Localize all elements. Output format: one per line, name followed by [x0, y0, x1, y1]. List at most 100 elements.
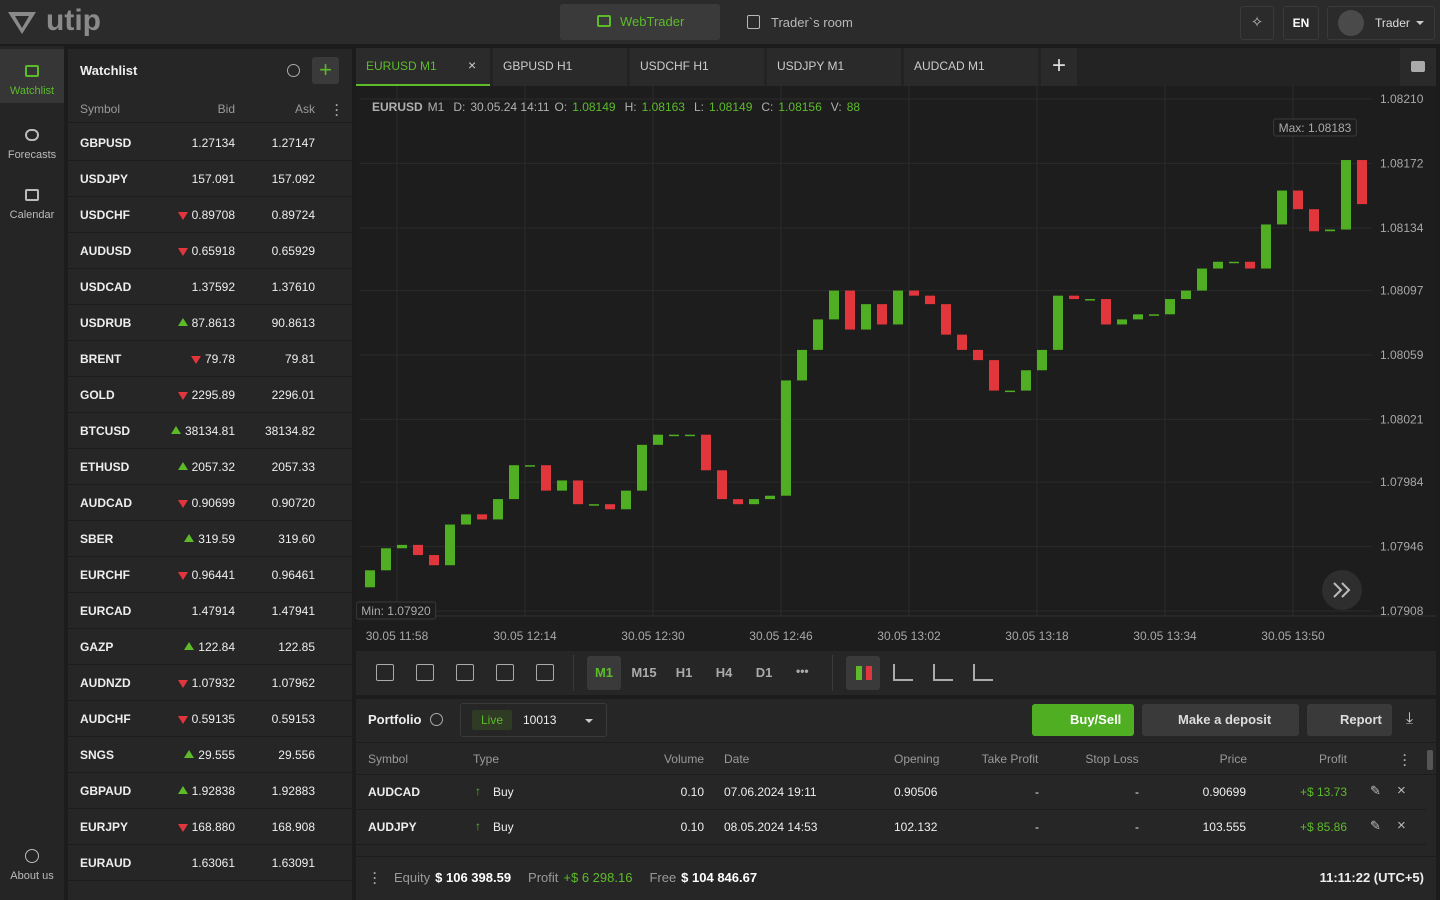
info-o: 1.08149 [572, 100, 616, 114]
sidebar-item[interactable]: Calendar [9, 209, 55, 221]
candle-body [669, 434, 679, 437]
watchlist-row[interactable]: GBPUSD 1.27134 1.27147 [68, 125, 352, 161]
watchlist-row[interactable]: EURCAD 1.47914 1.47941 [68, 593, 352, 629]
trend-arrow [178, 824, 188, 832]
chart-type-icon [866, 666, 872, 680]
edit-button[interactable]: ✎ [1370, 818, 1381, 833]
timeframe[interactable]: D1 [755, 665, 773, 680]
sidebar-item[interactable]: About us [10, 870, 54, 882]
max-label: Max: 1.08183 [1279, 121, 1352, 135]
edit-button[interactable]: ✎ [1370, 783, 1381, 798]
tool-icon[interactable] [456, 664, 474, 681]
bid: 2057.32 [191, 460, 235, 474]
ask: 168.908 [271, 820, 315, 834]
collapse-button[interactable]: ⤓ [1406, 710, 1414, 727]
watchlist-row[interactable]: BRENT 79.78 79.81 [68, 341, 352, 377]
info-v: 88 [846, 100, 861, 114]
chart-tab[interactable]: AUDCAD M1 [904, 48, 1038, 86]
cell: Buy [493, 820, 514, 834]
candle-body [637, 444, 647, 491]
symbol: EURCHF [80, 568, 130, 582]
bid: 0.96441 [191, 568, 235, 582]
chart-tab[interactable]: USDJPY M1 [767, 48, 901, 86]
tool-icon[interactable] [496, 664, 514, 681]
watchlist-row[interactable]: USDRUB 87.8613 90.8613 [68, 305, 352, 341]
account-select[interactable] [460, 703, 607, 737]
timeframe[interactable]: M1 [587, 656, 621, 690]
tab-close[interactable]: × [468, 57, 477, 73]
chart-type-icon[interactable] [933, 664, 953, 681]
watchlist-row[interactable]: AUDNZD 1.07932 1.07962 [68, 665, 352, 701]
add-symbol-button[interactable]: + [312, 57, 339, 84]
menu-dots[interactable]: ... [373, 863, 377, 887]
timeframe[interactable]: H4 [715, 665, 733, 680]
account-type: Live [472, 710, 513, 730]
watchlist-row[interactable]: BTCUSD 38134.81 38134.82 [68, 413, 352, 449]
candle-body [381, 548, 391, 571]
sidebar-item[interactable]: Watchlist [9, 85, 55, 97]
table-header [356, 742, 1436, 775]
watchlist-row[interactable]: USDCAD 1.37592 1.37610 [68, 269, 352, 305]
watchlist-row[interactable]: EURJPY 168.880 168.908 [68, 809, 352, 845]
nav-webtrader[interactable]: WebTrader [560, 4, 720, 40]
cell: AUDJPY [368, 820, 417, 834]
deposit-button[interactable]: Make a deposit [1142, 704, 1299, 736]
menu-dots[interactable]: ... [1403, 745, 1407, 769]
watchlist-row[interactable]: EURCHF 0.96441 0.96461 [68, 557, 352, 593]
watchlist-row[interactable]: AUDCAD 0.90699 0.90720 [68, 485, 352, 521]
min-label: Min: 1.07920 [361, 604, 431, 618]
ask: 1.47941 [271, 604, 315, 618]
symbol: USDJPY [80, 172, 129, 186]
column-header: Symbol [80, 102, 121, 116]
timeframe[interactable]: H1 [675, 665, 693, 680]
watchlist-row[interactable]: USDCHF 0.89708 0.89724 [68, 197, 352, 233]
chart-tab[interactable]: USDCHF H1 [630, 48, 764, 86]
info-h: 1.08163 [641, 100, 685, 114]
ask: 0.59153 [271, 712, 315, 726]
watchlist-row[interactable]: SBER 319.59 319.60 [68, 521, 352, 557]
footer-free: $ 104 846.67 [681, 870, 758, 885]
candle-body [1085, 299, 1095, 301]
tool-icon[interactable] [376, 664, 394, 681]
watchlist-row[interactable]: SNGS 29.555 29.556 [68, 737, 352, 773]
more-timeframes[interactable]: ••• [796, 664, 809, 678]
timeframe[interactable]: M15 [631, 665, 657, 680]
close-button[interactable]: × [1397, 782, 1406, 799]
chart-type-icon[interactable] [893, 664, 913, 681]
ask: 0.65929 [271, 244, 315, 258]
chart-type-active[interactable] [846, 656, 880, 690]
x-tick-label: 30.05 13:18 [1005, 629, 1069, 643]
position-row[interactable] [356, 775, 1426, 810]
menu-dots[interactable]: ... [335, 95, 339, 119]
watchlist-row[interactable]: ETHUSD 2057.32 2057.33 [68, 449, 352, 485]
tool-icon[interactable] [536, 664, 554, 681]
buy-sell-button[interactable]: Buy/Sell [1032, 704, 1134, 736]
watchlist-row[interactable]: EURAUD 1.63061 1.63091 [68, 845, 352, 881]
ask: 38134.82 [264, 424, 315, 438]
chart-tab[interactable]: EURUSD M1 × [356, 48, 490, 86]
report-button[interactable]: Report [1307, 704, 1392, 736]
bid: 29.555 [198, 748, 235, 762]
user-button[interactable]: Trader [1327, 6, 1435, 40]
watchlist-row[interactable]: GBPAUD 1.92838 1.92883 [68, 773, 352, 809]
tool-icon[interactable] [416, 664, 434, 681]
trend-arrow [178, 392, 188, 400]
cell: +$ 85.86 [1299, 820, 1347, 834]
watchlist-row[interactable]: AUDUSD 0.65918 0.65929 [68, 233, 352, 269]
close-button[interactable]: × [1397, 817, 1406, 834]
watchlist-row[interactable]: USDJPY 157.091 157.092 [68, 161, 352, 197]
candle-body [1165, 299, 1175, 315]
theme-button[interactable]: ✧ [1240, 6, 1274, 40]
chart-tab[interactable]: GBPUSD H1 [493, 48, 627, 86]
watchlist-row[interactable]: GOLD 2295.89 2296.01 [68, 377, 352, 413]
nav-traders-room[interactable]: Trader`s room [771, 15, 853, 30]
chart-type-icon[interactable] [973, 664, 993, 681]
cell: 08.05.2024 14:53 [724, 820, 818, 834]
watchlist-row[interactable]: AUDCHF 0.59135 0.59153 [68, 701, 352, 737]
watchlist-row[interactable]: GAZP 122.84 122.85 [68, 629, 352, 665]
cell: 0.90506 [894, 785, 938, 799]
position-row[interactable] [356, 810, 1426, 845]
lang-button[interactable]: EN [1283, 6, 1319, 40]
sidebar-item[interactable]: Forecasts [7, 149, 57, 161]
add-tab[interactable]: + [1041, 48, 1077, 86]
